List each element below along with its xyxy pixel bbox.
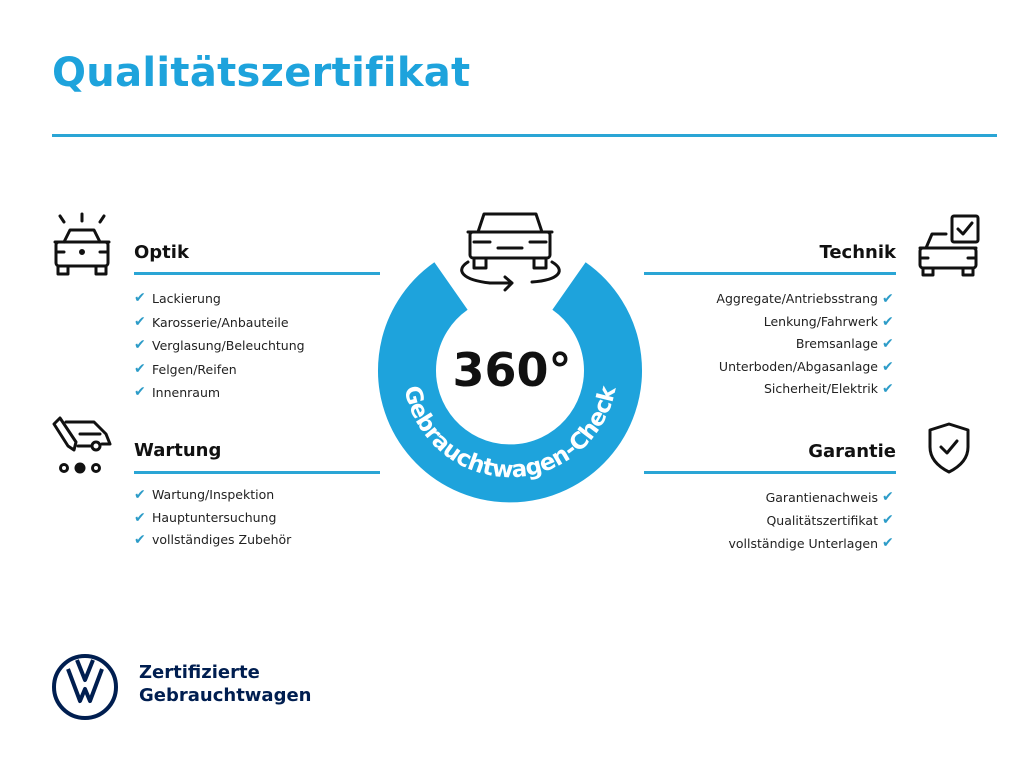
item-label: Innenraum [152, 385, 221, 400]
list-item: Sicherheit/Elektrik ✔ [716, 378, 896, 401]
360-label: 360° [452, 343, 571, 397]
car-checklist-icon [916, 214, 982, 278]
item-label: Lackierung [152, 291, 221, 306]
footer-line-1: Zertifizierte [139, 662, 260, 683]
list-item: ✔ Wartung/Inspektion [134, 484, 291, 507]
ring [378, 262, 642, 503]
list-item: ✔ Karosserie/Anbauteile [134, 311, 305, 335]
section-divider [134, 471, 380, 474]
check-icon: ✔ [134, 337, 146, 353]
item-label: vollständiges Zubehör [152, 532, 292, 547]
footer-brand-text: Zertifizierte Gebrauchtwagen [139, 661, 311, 707]
service-van-icon [50, 416, 116, 474]
item-label: vollständige Unterlagen [728, 536, 878, 551]
item-label: Unterboden/Abgasanlage [718, 358, 878, 374]
optik-list: ✔ Lackierung ✔ Karosserie/Anbauteile ✔ Verg… [134, 287, 305, 405]
list-item: Unterboden/Abgasanlage ✔ [716, 356, 896, 379]
section-heading-wartung: Wartung [134, 440, 222, 461]
item-label: Sicherheit/Elektrik [763, 381, 878, 396]
technik-list: Aggregate/Antriebsstrang ✔ Lenkung/Fahrwe… [716, 288, 896, 401]
list-item: Garantienachweis ✔ [729, 486, 896, 509]
item-label: Bremsanlage [795, 336, 878, 351]
check-icon: ✔ [134, 360, 146, 377]
title-divider [52, 134, 997, 137]
section-heading-technik: Technik [819, 242, 896, 263]
car-lights-icon [50, 212, 114, 278]
car-rotate-icon [460, 212, 561, 292]
check-icon: ✔ [882, 358, 894, 375]
check-icon: ✔ [882, 381, 894, 397]
list-item: Aggregate/Antriebsstrang ✔ [716, 288, 896, 311]
list-item: Qualitätszertifikat ✔ [729, 509, 896, 532]
list-item: ✔ vollständiges Zubehör [134, 529, 291, 552]
check-icon: ✔ [882, 313, 894, 330]
check-icon: ✔ [134, 384, 146, 400]
section-heading-optik: Optik [134, 242, 189, 263]
check-icon: ✔ [882, 535, 894, 551]
item-label: Verglasung/Beleuchtung [152, 338, 305, 353]
item-label: Hauptuntersuchung [152, 509, 277, 525]
footer-line-2: Gebrauchtwagen [139, 685, 312, 706]
list-item: vollständige Unterlagen ✔ [729, 532, 896, 555]
wartung-list: ✔ Wartung/Inspektion ✔ Hauptuntersuchung ✔… [134, 484, 291, 552]
vw-logo [51, 653, 119, 725]
section-divider [134, 272, 380, 275]
check-icon: ✔ [882, 291, 894, 307]
item-label: Wartung/Inspektion [152, 487, 275, 502]
check-icon: ✔ [882, 336, 894, 352]
item-label: Garantienachweis [765, 490, 878, 505]
item-label: Lenkung/Fahrwerk [763, 313, 878, 329]
section-heading-garantie: Garantie [808, 441, 896, 462]
section-divider [644, 471, 896, 474]
item-label: Qualitätszertifikat [766, 513, 878, 528]
check-icon: ✔ [134, 509, 146, 526]
list-item: ✔ Innenraum [134, 381, 305, 405]
check-icon: ✔ [134, 532, 146, 548]
list-item: Bremsanlage ✔ [716, 333, 896, 356]
check-icon: ✔ [134, 290, 146, 306]
check-icon: ✔ [882, 489, 894, 505]
list-item: ✔ Lackierung [134, 287, 305, 311]
garantie-list: Garantienachweis ✔ Qualitätszertifikat ✔ v… [729, 486, 896, 555]
item-label: Aggregate/Antriebsstrang [716, 291, 878, 306]
list-item: ✔ Verglasung/Beleuchtung [134, 334, 305, 358]
page-title: Qualitätszertifikat [52, 50, 471, 96]
item-label: Karosserie/Anbauteile [152, 314, 289, 330]
item-label: Felgen/Reifen [152, 361, 237, 377]
check-icon: ✔ [882, 512, 894, 528]
check-icon: ✔ [134, 487, 146, 503]
check-icon: ✔ [134, 313, 146, 330]
list-item: ✔ Hauptuntersuchung [134, 507, 291, 530]
section-divider [644, 272, 896, 275]
shield-check-icon [926, 421, 972, 475]
list-item: ✔ Felgen/Reifen [134, 358, 305, 382]
list-item: Lenkung/Fahrwerk ✔ [716, 311, 896, 334]
